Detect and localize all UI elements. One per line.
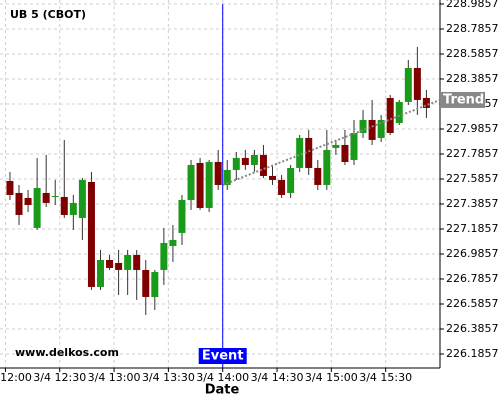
candle-body [223, 169, 231, 185]
y-tick-label: 227.5857 [446, 172, 499, 185]
y-tick-label: 226.1857 [446, 347, 499, 360]
y-tick-label: 227.3857 [446, 197, 499, 210]
y-tick-label: 227.1857 [446, 222, 499, 235]
event-label-box [198, 348, 247, 364]
candle-body [42, 192, 50, 203]
x-tick-label: 3/4 15:00 [305, 371, 358, 384]
candle-body [142, 269, 150, 297]
candle-body [169, 239, 177, 246]
candle-body [269, 175, 277, 180]
candle-body [69, 202, 77, 215]
x-tick-label: 3/4 12:00 [0, 371, 32, 384]
y-tick-label: 226.9857 [446, 247, 499, 260]
candle-body [296, 137, 304, 168]
candle-body [24, 197, 32, 205]
candle-body [87, 181, 95, 287]
candle-body [350, 132, 358, 160]
candle-body [133, 254, 141, 270]
candle-body [232, 157, 240, 170]
candle-body [51, 195, 59, 197]
y-tick-label: 226.7857 [446, 272, 499, 285]
candle-body [115, 262, 123, 270]
candle-body [33, 187, 41, 228]
candle-body [151, 271, 159, 297]
y-tick-label: 227.9857 [446, 122, 499, 135]
y-tick-label: 228.5857 [446, 47, 499, 60]
x-tick-label: 3/4 12:30 [33, 371, 86, 384]
candle-body [314, 167, 322, 185]
x-tick-label: 3/4 15:30 [359, 371, 412, 384]
candle-body [6, 180, 14, 195]
candle-body [341, 144, 349, 162]
candle-body [386, 97, 394, 133]
x-tick-label: 3/4 13:30 [142, 371, 195, 384]
y-tick-label: 228.3857 [446, 72, 499, 85]
chart-title: UB 5 (CBOT) [10, 8, 86, 21]
candle-body [60, 196, 68, 215]
watermark: www.delkos.com [15, 346, 119, 359]
candle-body [160, 242, 168, 270]
candle-body [404, 67, 412, 102]
candle-body [413, 67, 421, 100]
candle-body [106, 259, 114, 268]
candle-body [287, 167, 295, 193]
candle-body [323, 149, 331, 185]
candle-body [96, 259, 104, 287]
trend-line [222, 99, 441, 186]
y-tick-label: 226.5857 [446, 297, 499, 310]
candle-body [15, 192, 23, 215]
y-tick-label: 226.3857 [446, 322, 499, 335]
x-axis-label: Date [205, 383, 240, 398]
candle-body [241, 157, 249, 165]
candle-body [305, 137, 313, 168]
y-tick-label: 228.7857 [446, 22, 499, 35]
candle-body [214, 161, 222, 185]
candle-body [422, 97, 430, 108]
candle-body [259, 154, 267, 176]
candle-body [205, 161, 213, 208]
candle-body [187, 164, 195, 200]
candle-body [178, 199, 186, 233]
candle-body [278, 179, 286, 195]
x-tick-label: 3/4 13:00 [88, 371, 141, 384]
candle-body [359, 119, 367, 133]
trend-label: Trend [443, 92, 484, 107]
event-label: Event [202, 349, 244, 364]
candle-body [196, 162, 204, 208]
candle-body [377, 119, 385, 138]
candle-body [395, 101, 403, 123]
candle-body [368, 119, 376, 140]
candle-body [78, 179, 86, 218]
candle-body [332, 144, 340, 148]
y-tick-label: 228.9857 [446, 0, 499, 10]
trend-label-box [440, 91, 485, 108]
candle-body [124, 254, 132, 270]
x-tick-label: 3/4 14:30 [251, 371, 304, 384]
y-tick-label: 227.7857 [446, 147, 499, 160]
candle-body [250, 154, 258, 165]
x-tick-label: 3/4 14:00 [196, 371, 249, 384]
